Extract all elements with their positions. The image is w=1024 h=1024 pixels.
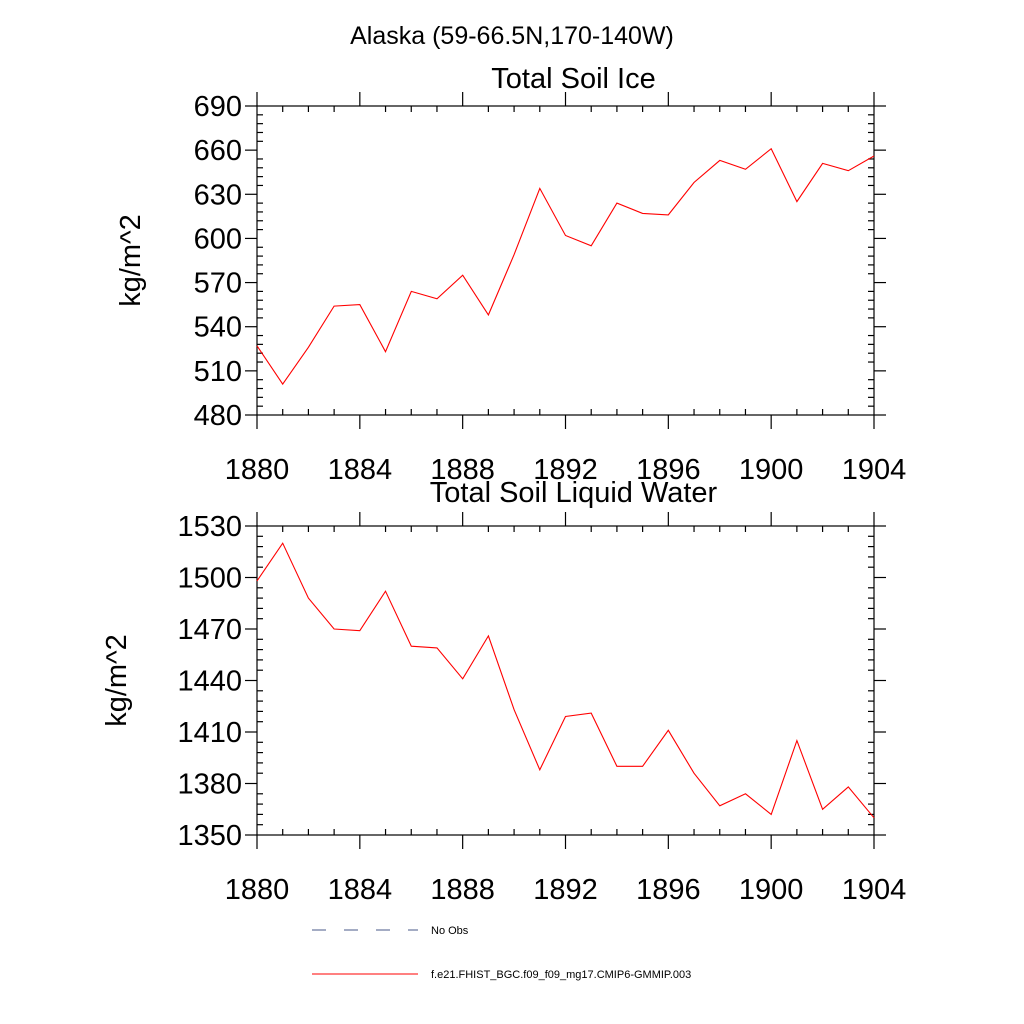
- x-tick-label: 1884: [328, 874, 393, 906]
- x-tick-label: 1896: [636, 874, 701, 906]
- legend-label-no-obs: No Obs: [431, 925, 469, 937]
- x-tick-label: 1892: [533, 454, 598, 486]
- y-tick-label: 630: [194, 179, 242, 211]
- y-tick-label: 1440: [177, 666, 242, 698]
- x-tick-label: 1892: [533, 874, 598, 906]
- x-tick-label: 1888: [430, 874, 495, 906]
- series-line-water: [256, 542, 875, 819]
- series-line-ice: [256, 147, 875, 386]
- y-tick-label: 660: [194, 135, 242, 167]
- x-tick-label: 1896: [636, 454, 701, 486]
- x-tick-label: 1888: [430, 454, 495, 486]
- y-axis-label-ice: kg/m^2: [115, 214, 147, 307]
- x-tick-label: 1880: [225, 454, 290, 486]
- panel-title-water: Total Soil Liquid Water: [430, 477, 718, 509]
- y-axis-label-water: kg/m^2: [101, 634, 133, 727]
- y-tick-label: 1350: [177, 820, 242, 852]
- y-tick-label: 600: [194, 223, 242, 255]
- y-tick-label: 480: [194, 400, 242, 432]
- x-tick-label: 1904: [842, 874, 907, 906]
- figure-title: Alaska (59-66.5N,170-140W): [350, 22, 674, 50]
- x-tick-label: 1900: [739, 454, 804, 486]
- y-tick-label: 690: [194, 91, 242, 123]
- x-tick-label: 1900: [739, 874, 804, 906]
- y-tick-label: 1470: [177, 614, 242, 646]
- plot-frame-ice: [256, 105, 875, 416]
- panel-total-soil-liquid-water: Total Soil Liquid Water kg/m^2 1350 1380 141…: [101, 477, 906, 906]
- panel-title-ice: Total Soil Ice: [491, 63, 655, 95]
- x-tick-label: 1880: [225, 874, 290, 906]
- y-tick-label: 1500: [177, 563, 242, 595]
- legend: No Obs f.e21.FHIST_BGC.f09_f09_mg17.CMIP…: [312, 925, 691, 981]
- x-tick-label: 1884: [328, 454, 393, 486]
- y-tick-label: 540: [194, 312, 242, 344]
- y-tick-label: 1380: [177, 769, 242, 801]
- y-tick-label: 510: [194, 356, 242, 388]
- y-tick-label: 1530: [177, 511, 242, 543]
- y-tick-label: 570: [194, 268, 242, 300]
- panel-total-soil-ice: Total Soil Ice kg/m^2 480 510 540 570 600 630 66…: [115, 63, 906, 486]
- plot-frame-water: [256, 525, 875, 836]
- legend-label-model-run: f.e21.FHIST_BGC.f09_f09_mg17.CMIP6-GMMIP…: [431, 969, 691, 981]
- y-tick-label: 1410: [177, 717, 242, 749]
- x-tick-label: 1904: [842, 454, 907, 486]
